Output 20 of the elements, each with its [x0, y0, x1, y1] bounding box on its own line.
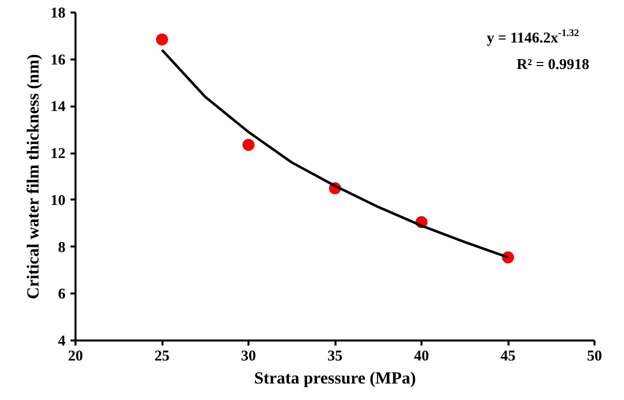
x-tick-label: 20 [68, 348, 83, 364]
x-tick-label: 35 [328, 348, 342, 364]
x-tick-label: 40 [414, 348, 429, 364]
annotation: R² = 0.9918 [516, 56, 590, 73]
x-tick-label: 25 [154, 348, 170, 364]
x-axis-title: Strata pressure (MPa) [254, 368, 416, 388]
y-tick-label: 16 [50, 52, 66, 68]
y-axis-title: Critical water film thickness (nm) [24, 54, 42, 300]
point [156, 33, 168, 46]
x-tick-label: 30 [241, 348, 256, 364]
y-tick-label: 12 [50, 146, 66, 162]
y-tick-label: 10 [50, 192, 66, 209]
point [242, 138, 254, 151]
y-tick-label: 4 [58, 334, 66, 350]
y-tick-label: 18 [50, 6, 66, 22]
y-tick-label: 14 [50, 99, 66, 116]
y-tick-label: 8 [58, 240, 66, 256]
y-tick-label: 6 [58, 286, 66, 303]
x-tick-label: 45 [500, 348, 516, 364]
x-tick-label: 50 [587, 348, 602, 364]
